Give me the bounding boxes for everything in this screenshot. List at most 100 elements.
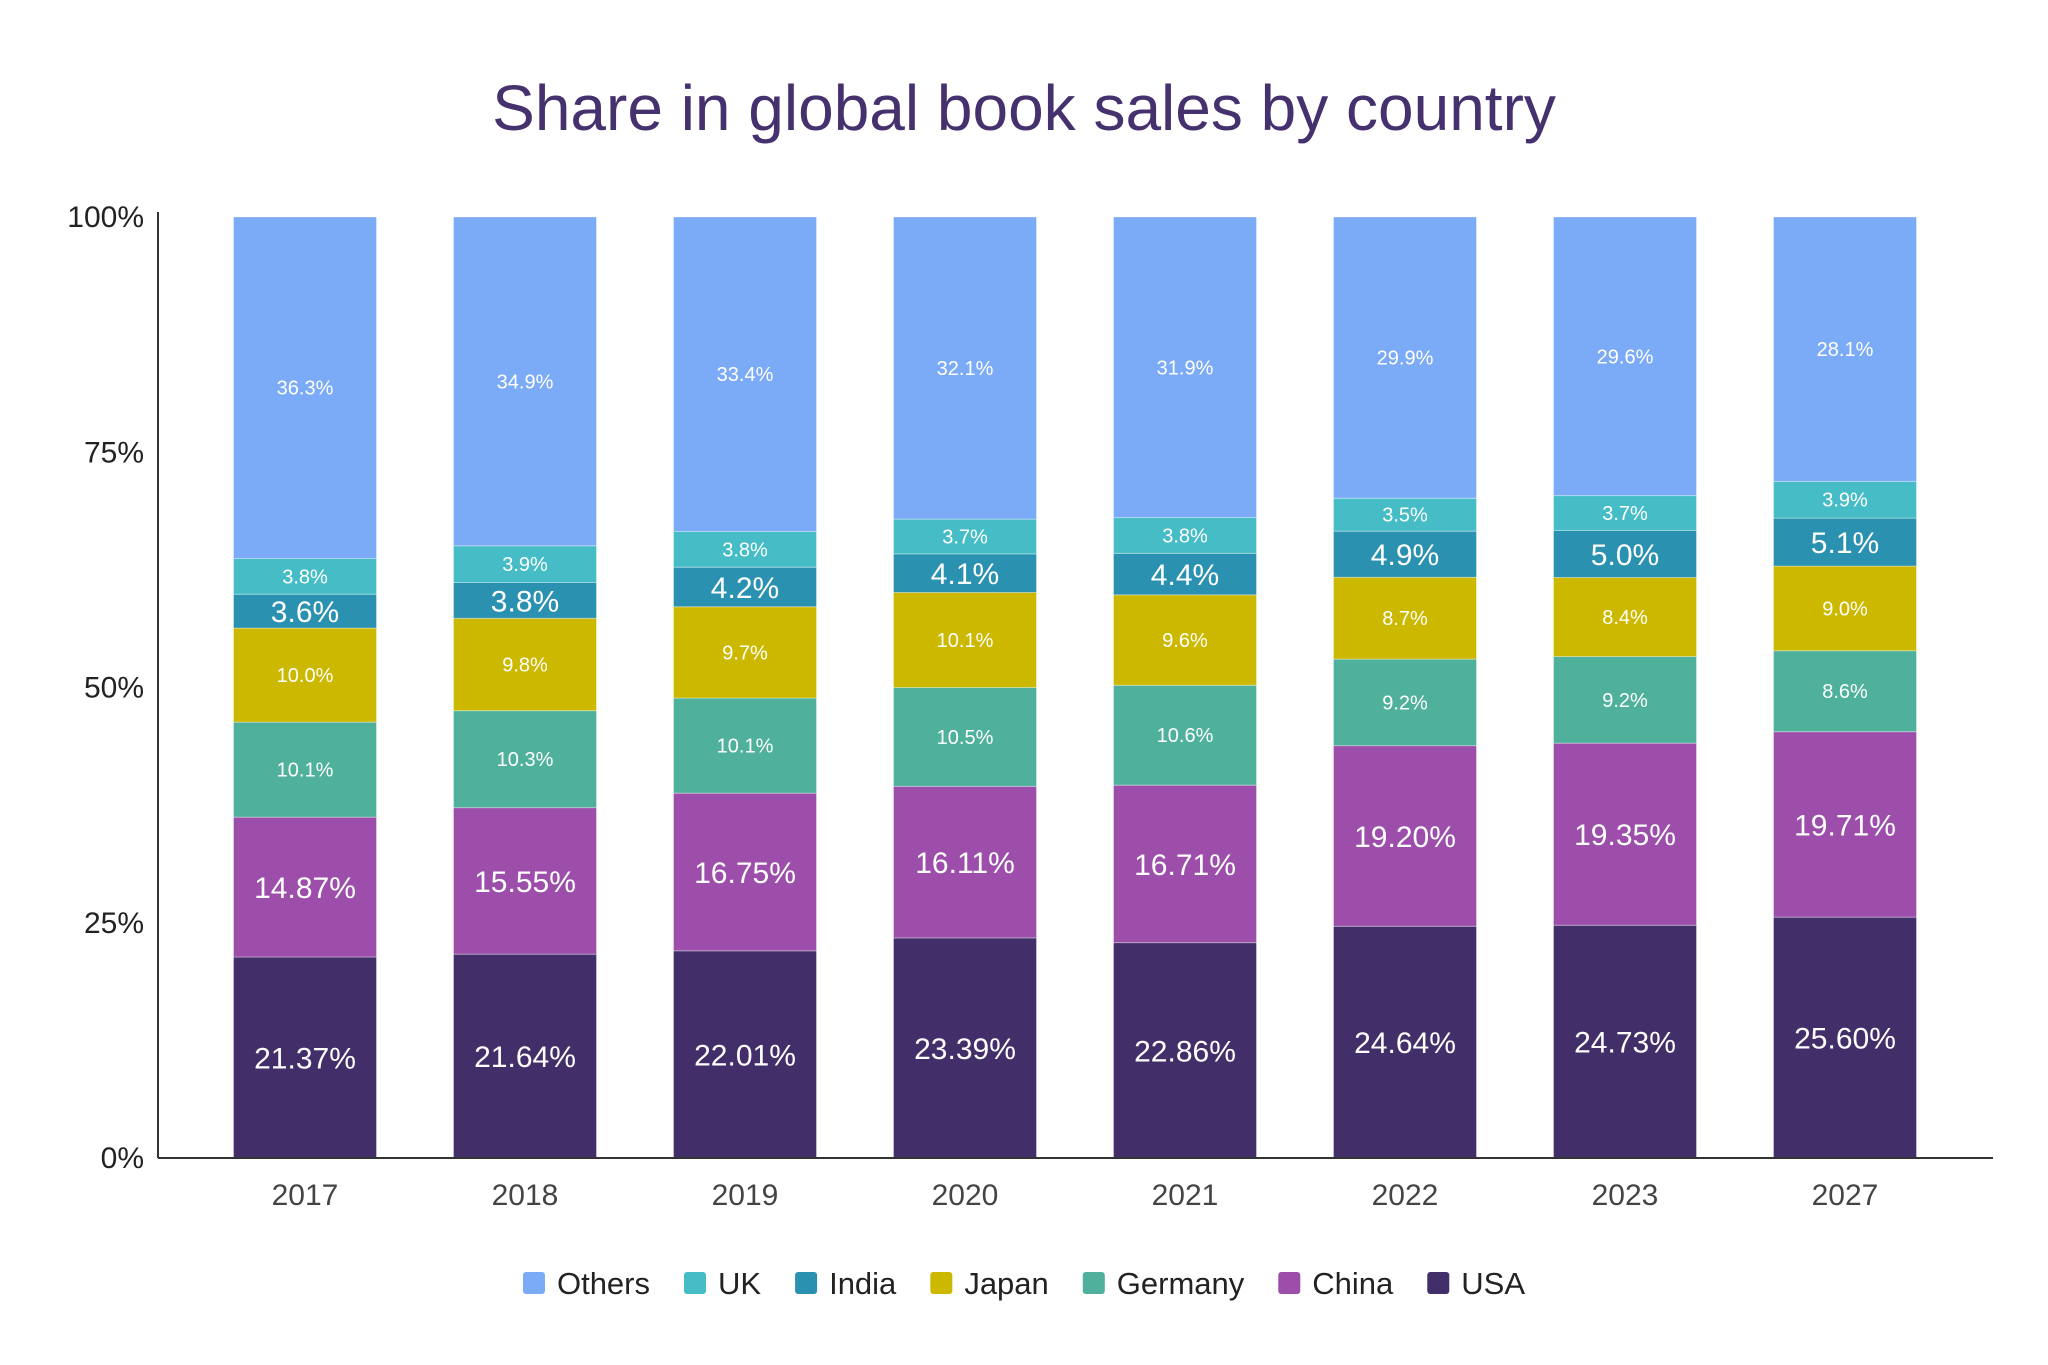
bar-segment-china-2020 [893, 785, 1037, 939]
x-tick-label: 2023 [1592, 1179, 1659, 1212]
bar-segment-germany-2020 [893, 687, 1037, 787]
data-label: 5.0% [1591, 539, 1659, 572]
data-label: 9.2% [1382, 692, 1428, 714]
data-label: 3.8% [282, 566, 328, 588]
data-label: 3.9% [502, 554, 548, 576]
legend-swatch [1278, 1272, 1301, 1294]
bar-segment-japan-2023 [1553, 576, 1697, 658]
x-tick-label: 2021 [1152, 1179, 1219, 1212]
legend-swatch [522, 1272, 545, 1294]
bar-segment-others-2022 [1333, 216, 1477, 499]
bar-segment-uk-2021 [1113, 517, 1257, 554]
legend-label: Germany [1117, 1266, 1245, 1301]
bar-segment-usa-2018 [453, 953, 597, 1159]
bar-segment-uk-2019 [673, 530, 817, 568]
bar-segment-others-2020 [893, 216, 1037, 520]
bar-segment-usa-2019 [673, 950, 817, 1159]
x-tick-label: 2019 [712, 1179, 779, 1212]
data-label: 3.8% [1162, 525, 1208, 547]
x-tick-label: 2017 [272, 1179, 339, 1212]
legend-item-usa: USA [1427, 1266, 1525, 1301]
bar-segment-usa-2023 [1553, 924, 1697, 1159]
bar-segment-japan-2018 [453, 617, 597, 712]
data-label: 10.1% [717, 736, 774, 758]
bar-segment-india-2017 [233, 593, 377, 629]
legend-item-china: China [1278, 1266, 1394, 1301]
legend-swatch [1082, 1272, 1105, 1294]
data-label: 22.01% [694, 1039, 796, 1072]
bar-stack-2017: 21.37% 14.87% 10.1% 10.0% 3.6% 3.8% 36.3% [233, 216, 377, 1159]
bar-segment-china-2023 [1553, 742, 1697, 926]
data-label: 10.3% [497, 749, 554, 771]
legend-item-others: Others [522, 1266, 650, 1301]
data-label: 4.9% [1371, 539, 1439, 572]
bar-segment-others-2023 [1553, 216, 1697, 497]
legend-label: India [829, 1266, 897, 1301]
data-label: 3.8% [722, 539, 768, 561]
bar-stack-2019: 22.01% 16.75% 10.1% 9.7% 4.2% 3.8% 33.4% [673, 216, 817, 1159]
data-label: 22.86% [1134, 1035, 1236, 1068]
data-label: 3.5% [1382, 505, 1428, 527]
bar-segment-japan-2027 [1773, 565, 1917, 652]
bar-stack-2021: 22.86% 16.71% 10.6% 9.6% 4.4% 3.8% 31.9% [1113, 216, 1257, 1159]
legend-label: USA [1461, 1266, 1525, 1301]
bar-segment-china-2022 [1333, 745, 1477, 927]
bar-segment-china-2018 [453, 807, 597, 955]
bar-segment-germany-2027 [1773, 650, 1917, 733]
data-label: 31.9% [1157, 357, 1214, 379]
bar-segment-china-2021 [1113, 784, 1257, 944]
bar-segment-others-2021 [1113, 216, 1257, 519]
bars-group: 21.37% 14.87% 10.1% 10.0% 3.6% 3.8% 36.3% 21.64… [233, 216, 1917, 1159]
bar-segment-japan-2017 [233, 627, 377, 723]
data-label: 10.5% [937, 727, 994, 749]
bar-segment-india-2018 [453, 582, 597, 619]
bar-segment-usa-2017 [233, 956, 377, 1159]
bar-stack-2018: 21.64% 15.55% 10.3% 9.8% 3.8% 3.9% 34.9% [453, 216, 597, 1159]
data-label: 5.1% [1811, 527, 1879, 560]
legend-item-uk: UK [684, 1266, 761, 1301]
y-tick-label: 0% [101, 1142, 144, 1175]
legend-swatch [684, 1272, 707, 1294]
bar-segment-germany-2023 [1553, 656, 1697, 744]
data-label: 10.1% [277, 760, 334, 782]
data-label: 9.8% [502, 654, 548, 676]
bar-segment-uk-2023 [1553, 495, 1697, 531]
data-label: 10.6% [1157, 725, 1214, 747]
data-label: 3.7% [942, 526, 988, 548]
data-label: 10.0% [277, 665, 334, 687]
bar-segment-china-2017 [233, 816, 377, 958]
data-label: 23.39% [914, 1033, 1016, 1066]
legend-swatch [1427, 1272, 1450, 1294]
bar-segment-india-2022 [1333, 530, 1477, 578]
bar-stack-2020: 23.39% 16.11% 10.5% 10.1% 4.1% 3.7% 32.1% [893, 216, 1037, 1159]
legend-swatch [795, 1272, 818, 1294]
legend-label: China [1312, 1266, 1394, 1301]
legend-label: Japan [964, 1266, 1048, 1301]
legend: Others UK India Japan Germany China USA [522, 1266, 1525, 1301]
bar-segment-others-2018 [453, 216, 597, 547]
data-label: 16.75% [694, 857, 796, 890]
data-label: 3.9% [1822, 490, 1868, 512]
data-label: 10.1% [937, 630, 994, 652]
bar-segment-india-2023 [1553, 529, 1697, 578]
data-label: 19.71% [1794, 809, 1896, 842]
data-label: 33.4% [717, 364, 774, 386]
bar-segment-germany-2022 [1333, 658, 1477, 747]
bar-segment-others-2017 [233, 216, 377, 559]
data-label: 19.20% [1354, 821, 1456, 854]
x-tick-label: 2020 [932, 1179, 999, 1212]
data-label: 29.9% [1377, 348, 1434, 370]
x-axis: 2017 2018 2019 2020 2021 2022 2023 2027 [158, 1157, 1993, 1212]
bar-segment-india-2020 [893, 553, 1037, 593]
bar-segment-usa-2021 [1113, 942, 1257, 1159]
bar-segment-uk-2017 [233, 557, 377, 595]
y-tick-label: 75% [84, 436, 144, 469]
y-tick-label: 25% [84, 907, 144, 940]
legend-item-india: India [795, 1266, 897, 1301]
data-label: 8.4% [1602, 607, 1648, 629]
y-tick-label: 100% [67, 201, 144, 234]
data-label: 4.1% [931, 558, 999, 591]
data-label: 9.0% [1822, 598, 1868, 620]
data-label: 4.4% [1151, 559, 1219, 592]
data-label: 9.2% [1602, 690, 1648, 712]
